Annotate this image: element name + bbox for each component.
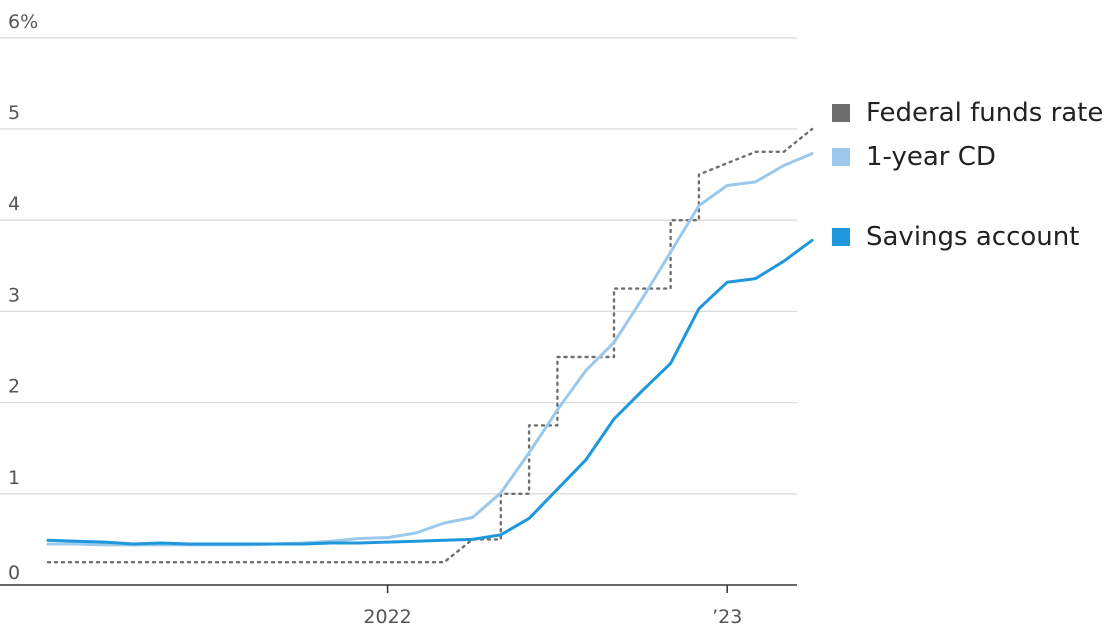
legend-label: Savings account (866, 222, 1079, 252)
y-axis-ticks: 0 1 2 3 4 5 6% (8, 11, 38, 584)
legend-label: 1-year CD (866, 142, 996, 172)
x-axis: 2022 ’23 (0, 584, 797, 628)
y-tick-label: 0 (8, 562, 20, 584)
series-line-savings-account (46, 238, 814, 546)
y-tick-label: 5 (8, 102, 20, 124)
y-tick-label: 1 (8, 467, 20, 489)
legend-swatch (832, 148, 850, 166)
x-tick-label: 2022 (363, 606, 411, 628)
y-tick-label: 3 (8, 284, 20, 306)
legend-item: Savings account (832, 222, 1079, 252)
y-tick-label: 4 (8, 193, 20, 215)
grid-lines (0, 37, 797, 495)
series-line-1-year-cd (46, 152, 814, 547)
y-tick-label: 6% (8, 11, 38, 33)
legend-item: Federal funds rate (832, 98, 1103, 128)
legend-swatch (832, 228, 850, 246)
legend: Federal funds rate 1-year CD Savings accou… (832, 98, 1103, 252)
series-line-federal-funds-rate (46, 127, 814, 564)
x-tick-label: ’23 (712, 606, 742, 628)
legend-item: 1-year CD (832, 142, 996, 172)
legend-swatch (832, 104, 850, 122)
y-tick-label: 2 (8, 376, 20, 398)
legend-label: Federal funds rate (866, 98, 1103, 128)
series-lines (46, 127, 814, 564)
